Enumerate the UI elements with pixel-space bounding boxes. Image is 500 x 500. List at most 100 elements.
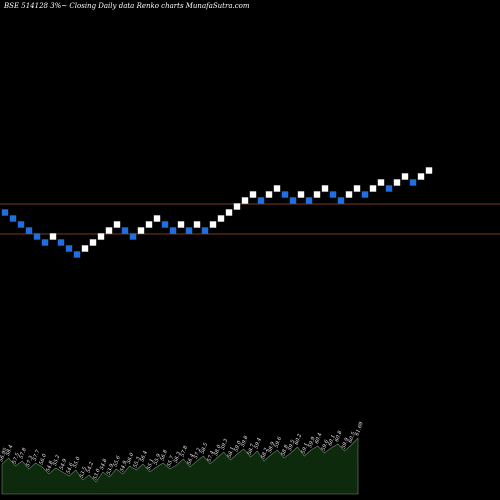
renko-brick-down (281, 191, 289, 198)
renko-brick-down (73, 251, 81, 258)
renko-brick-up (401, 173, 409, 180)
volume-label: 59.9 (307, 435, 317, 448)
volume-label: 59.5 (287, 439, 296, 452)
volume-label: 59.8 (240, 435, 249, 448)
volume-label: 56.4 (139, 450, 148, 463)
renko-brick-down (385, 185, 393, 192)
renko-brick-down (41, 239, 49, 246)
renko-brick-up (49, 233, 57, 240)
volume-label: 59.6 (274, 435, 284, 448)
volume-label: 60.2 (294, 433, 303, 446)
renko-brick-up (249, 191, 257, 198)
volume-label: 55.1 (146, 458, 155, 471)
volume-label: 56.95 (0, 447, 9, 463)
renko-brick-up (177, 221, 185, 228)
renko-brick-down (257, 197, 265, 204)
volume-label: 60.1 (327, 434, 336, 447)
renko-brick-up (137, 227, 145, 234)
volume-label: 57.8 (180, 445, 189, 458)
volume-label: 59.6 (321, 438, 331, 451)
volume-label: 53.5 (79, 466, 88, 479)
volume-label: 58.9 (267, 440, 277, 453)
renko-brick-down (17, 221, 25, 228)
volume-label: 58.0 (213, 443, 223, 456)
renko-brick-up (393, 179, 401, 186)
volume-label: 56.3 (173, 451, 182, 464)
renko-brick-up (105, 227, 113, 234)
volume-label: 60.5 (348, 431, 357, 444)
renko-brick-up (417, 173, 425, 180)
volume-label: 58.5 (200, 442, 209, 455)
renko-brick-up (273, 185, 281, 192)
renko-brick-down (121, 227, 129, 234)
renko-brick-up (241, 197, 249, 204)
volume-label: 55.2 (52, 454, 61, 467)
renko-brick-down (337, 197, 345, 204)
renko-brick-up (97, 233, 105, 240)
volume-label: 54.2 (86, 461, 95, 474)
renko-brick-up (209, 221, 217, 228)
volume-label: 53.0 (92, 467, 102, 480)
renko-brick-up (81, 245, 89, 252)
volume-label: 54.8 (99, 458, 108, 471)
renko-brick-up (313, 191, 321, 198)
renko-brick-down (65, 245, 73, 252)
volume-label: 58.2 (260, 447, 269, 460)
renko-brick-down (169, 227, 177, 234)
volume-label: 59.3 (220, 438, 229, 451)
renko-brick-up (297, 191, 305, 198)
renko-brick-up (89, 239, 97, 246)
renko-brick-down (329, 191, 337, 198)
volume-label: 59.4 (253, 437, 262, 450)
volume-label: 60.8 (334, 430, 343, 443)
renko-brick-up (153, 215, 161, 222)
chart-title: BSE 514128 3%~ Closing Daily data Renko … (3, 2, 250, 10)
volume-panel: 56.9558.457.557.857.357.756.054.855.254.… (0, 420, 365, 495)
renko-brick-down (161, 221, 169, 228)
renko-brick-down (33, 233, 41, 240)
volume-label: 54.6 (65, 461, 75, 474)
renko-brick-up (369, 185, 377, 192)
renko-brick-up (193, 221, 201, 228)
renko-brick-down (185, 227, 193, 234)
renko-brick-up (217, 215, 225, 222)
volume-label: 59.9 (341, 436, 351, 449)
renko-brick-down (409, 179, 417, 186)
volume-label: 56.0 (126, 451, 136, 464)
renko-brick-up (353, 185, 361, 192)
renko-brick-down (9, 215, 17, 222)
renko-brick-up (425, 167, 433, 174)
renko-brick-down (1, 209, 9, 216)
volume-label: 55.3 (133, 456, 142, 469)
volume-label: 57.7 (32, 448, 42, 461)
renko-brick-down (25, 227, 33, 234)
volume-area (1, 437, 359, 495)
volume-label: 53.9 (106, 462, 116, 475)
volume-label: 57.4 (206, 450, 215, 463)
volume-label: 58.1 (227, 446, 236, 459)
volume-label: 61.69 (354, 420, 365, 436)
volume-label: 59.1 (301, 442, 310, 455)
renko-brick-up (113, 221, 121, 228)
volume-label: 57.2 (193, 447, 202, 460)
volume-label: 57.8 (18, 447, 27, 460)
renko-brick-up (233, 203, 241, 210)
renko-brick-up (377, 179, 385, 186)
volume-label: 56.4 (186, 453, 195, 466)
renko-bricks (1, 167, 433, 258)
renko-brick-up (265, 191, 273, 198)
volume-label: 54.9 (119, 459, 129, 472)
volume-label: 55.0 (72, 455, 82, 468)
volume-label: 55.6 (112, 454, 122, 467)
volume-label: 58.4 (5, 444, 14, 457)
volume-label: 56.0 (39, 452, 49, 465)
renko-brick-up (321, 185, 329, 192)
renko-brick-down (305, 197, 313, 204)
volume-label: 60.4 (314, 432, 323, 445)
volume-label: 55.7 (166, 454, 176, 467)
volume-label: 58.8 (280, 444, 289, 457)
renko-brick-down (129, 233, 137, 240)
volume-label: 58.7 (247, 442, 257, 455)
volume-label: 55.9 (153, 452, 163, 465)
